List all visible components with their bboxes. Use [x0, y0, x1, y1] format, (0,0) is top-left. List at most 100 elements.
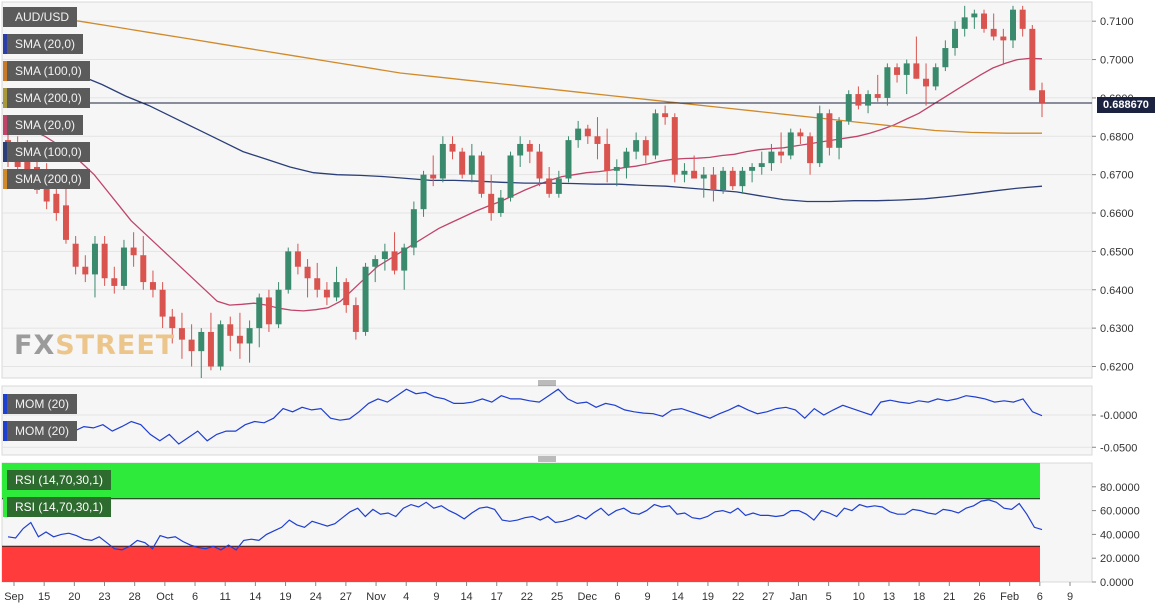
candle-body	[517, 143, 524, 156]
x-tick-label: 13	[883, 591, 895, 603]
candle-body	[739, 170, 746, 187]
candle-body	[884, 67, 891, 98]
x-tick-label: 9	[1067, 591, 1073, 603]
candle-body	[178, 328, 185, 340]
symbol-tag: AUD/USD	[3, 7, 78, 27]
legend-tag: SMA (100,0)	[3, 61, 90, 81]
candle-body	[575, 128, 582, 141]
candle-body	[236, 335, 243, 344]
candle-body	[826, 113, 833, 148]
legend-tag: RSI (14,70,30,1)	[3, 497, 112, 517]
candle-body	[130, 247, 137, 256]
candle-body	[894, 67, 901, 75]
x-tick-label: 19	[279, 591, 291, 603]
candle-body	[768, 151, 775, 164]
legend-tag: MOM (20)	[3, 394, 77, 414]
x-tick-label: 14	[460, 591, 472, 603]
x-tick-label: 22	[521, 591, 533, 603]
candle-body	[971, 13, 978, 18]
momentum-line	[7, 388, 1043, 445]
rsi-tick-label: 60.0000	[1100, 506, 1140, 518]
candle-body	[855, 94, 862, 106]
rsi-tick-label: 40.0000	[1100, 529, 1140, 541]
candle-body	[227, 324, 234, 336]
candle-body	[24, 159, 31, 175]
candle-body	[932, 67, 939, 87]
candle-body	[942, 48, 949, 68]
candle-body	[536, 151, 543, 179]
legend-tag: SMA (20,0)	[3, 115, 84, 135]
candle-body	[990, 28, 997, 37]
candle-body	[758, 163, 765, 167]
candle-body	[1000, 36, 1007, 41]
candle-body	[681, 170, 688, 175]
legend-label: MOM (20)	[15, 424, 69, 438]
legend-label: SMA (100,0)	[15, 64, 82, 78]
sma-line	[7, 62, 1043, 203]
candle-body	[391, 251, 398, 271]
x-tick-label: Oct	[156, 591, 173, 603]
price-tick-label: 0.6400	[1100, 285, 1134, 297]
candle-body	[913, 63, 920, 79]
candle-body	[710, 174, 717, 190]
x-tick-label: 23	[98, 591, 110, 603]
candle-body	[642, 140, 649, 156]
legend-swatch	[3, 61, 7, 81]
x-tick-label: 6	[1037, 591, 1043, 603]
price-tick-label: 0.7000	[1100, 55, 1134, 67]
candle-body	[816, 113, 823, 164]
candle-body	[43, 178, 50, 202]
legend-swatch	[3, 88, 7, 108]
x-tick-label: 28	[129, 591, 141, 603]
legend-tag: SMA (200,0)	[3, 169, 90, 189]
candle-body	[449, 143, 456, 152]
candle-body	[159, 289, 166, 317]
x-tick-label: 5	[826, 591, 832, 603]
price-tick-label: 0.6800	[1100, 131, 1134, 143]
x-tick-label: 20	[68, 591, 80, 603]
legend-label: SMA (20,0)	[15, 37, 76, 51]
candle-body	[584, 128, 591, 137]
candle-body	[691, 170, 698, 179]
candle-body	[555, 178, 562, 194]
candle-body	[1029, 28, 1036, 91]
candle-body	[961, 17, 968, 29]
candle-body	[836, 120, 843, 148]
candle-body	[410, 209, 417, 248]
x-tick-label: Jan	[790, 591, 808, 603]
candle-body	[304, 266, 311, 279]
rsi-tick-label: 20.0000	[1100, 553, 1140, 565]
x-tick-label: Sep	[4, 591, 24, 603]
candle-body	[546, 178, 553, 194]
x-tick-label: 17	[491, 591, 503, 603]
candle-body	[372, 259, 379, 267]
legend-label: SMA (20,0)	[15, 118, 76, 132]
candle-body	[1039, 90, 1045, 103]
legend-swatch	[3, 421, 7, 441]
price-tick-label: 0.6500	[1100, 246, 1134, 258]
x-tick-label: 9	[645, 591, 651, 603]
candle-body	[265, 297, 272, 325]
sma-line	[7, 12, 1042, 134]
candle-body	[1010, 9, 1017, 41]
x-tick-label: 6	[192, 591, 198, 603]
candle-body	[82, 266, 89, 275]
x-tick-label: 26	[973, 591, 985, 603]
candle-body	[256, 297, 263, 329]
candle-body	[149, 282, 156, 290]
candle-body	[188, 339, 195, 352]
rsi-line	[7, 499, 1043, 551]
x-tick-label: 6	[614, 591, 620, 603]
candle-body	[507, 155, 514, 198]
legend-label: SMA (200,0)	[15, 172, 82, 186]
legend-swatch	[3, 394, 7, 414]
x-tick-label: 27	[762, 591, 774, 603]
last-price-label: 0.688670	[1097, 97, 1155, 113]
candle-body	[439, 143, 446, 179]
candle-body	[565, 140, 572, 179]
candle-body	[53, 193, 60, 214]
candle-body	[923, 78, 930, 87]
legend-tag: SMA (20,0)	[3, 34, 84, 54]
x-tick-label: 25	[551, 591, 563, 603]
candle-body	[749, 166, 756, 171]
